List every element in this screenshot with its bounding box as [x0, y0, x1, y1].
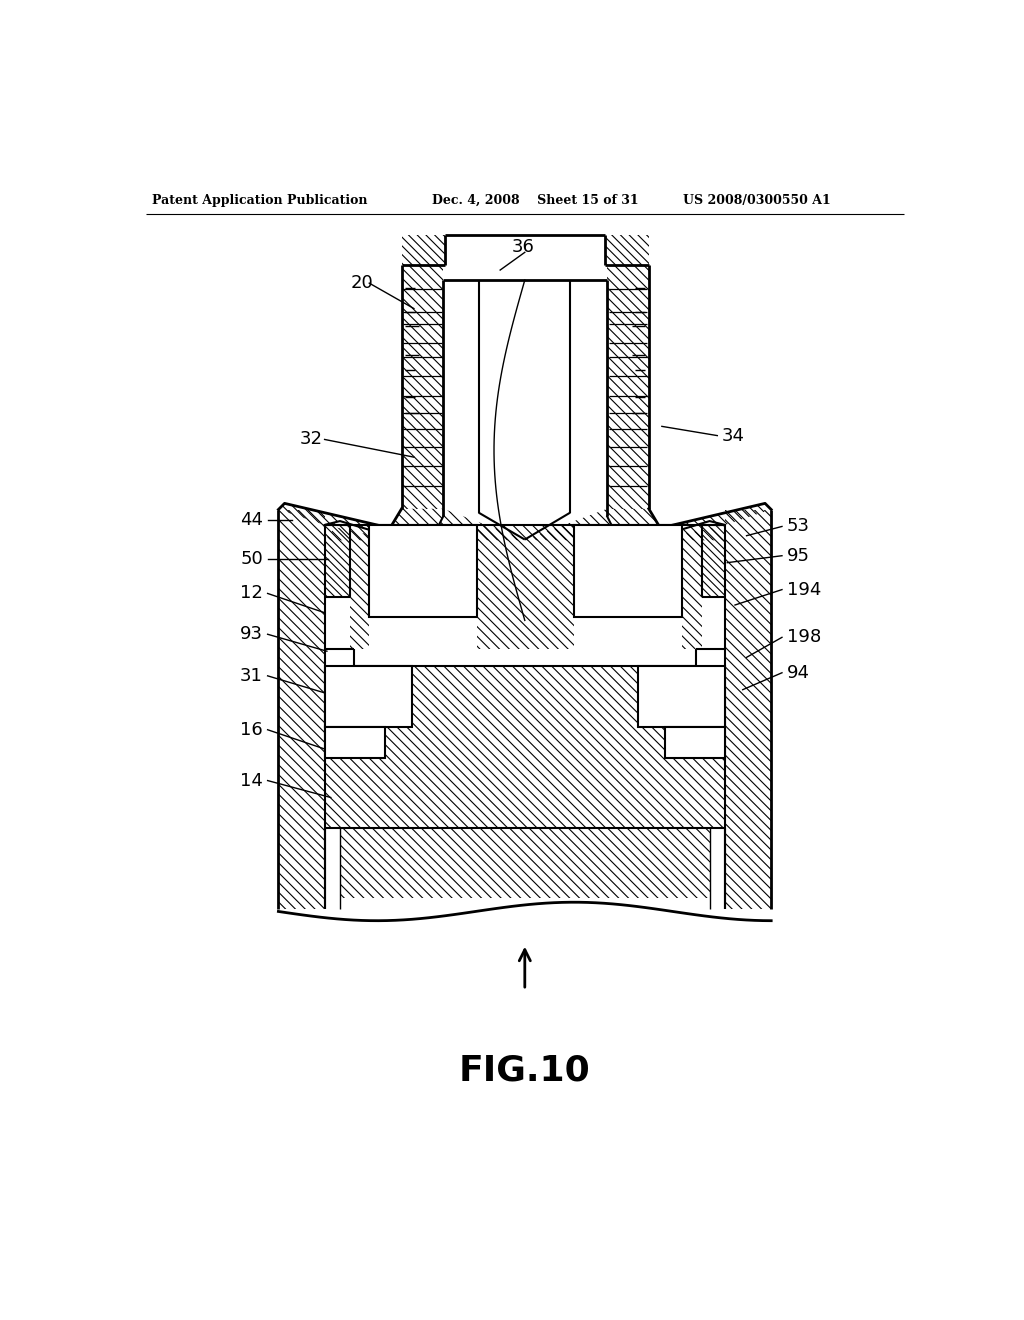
Text: 20: 20	[351, 275, 374, 292]
Text: US 2008/0300550 A1: US 2008/0300550 A1	[683, 194, 831, 207]
Bar	[665, 727, 725, 758]
Text: Patent Application Publication: Patent Application Publication	[153, 194, 368, 207]
Text: 44: 44	[240, 511, 263, 529]
Text: 32: 32	[300, 430, 323, 449]
Text: 198: 198	[786, 628, 821, 647]
Text: 16: 16	[241, 721, 263, 739]
Bar	[370, 525, 477, 616]
Text: Dec. 4, 2008    Sheet 15 of 31: Dec. 4, 2008 Sheet 15 of 31	[432, 194, 639, 207]
Text: FIG.10: FIG.10	[459, 1053, 591, 1088]
Bar	[325, 665, 412, 727]
Text: 93: 93	[240, 626, 263, 643]
Text: 95: 95	[786, 546, 810, 565]
Text: 34: 34	[722, 426, 744, 445]
Text: 36: 36	[512, 238, 535, 256]
Bar	[574, 525, 682, 616]
Text: 50: 50	[241, 550, 263, 568]
Bar	[325, 727, 385, 758]
Text: 94: 94	[786, 664, 810, 681]
Text: 194: 194	[786, 581, 821, 598]
Text: 53: 53	[786, 517, 810, 536]
Text: 12: 12	[240, 585, 263, 602]
Bar	[638, 665, 725, 727]
Text: 31: 31	[240, 667, 263, 685]
Text: 14: 14	[240, 772, 263, 789]
